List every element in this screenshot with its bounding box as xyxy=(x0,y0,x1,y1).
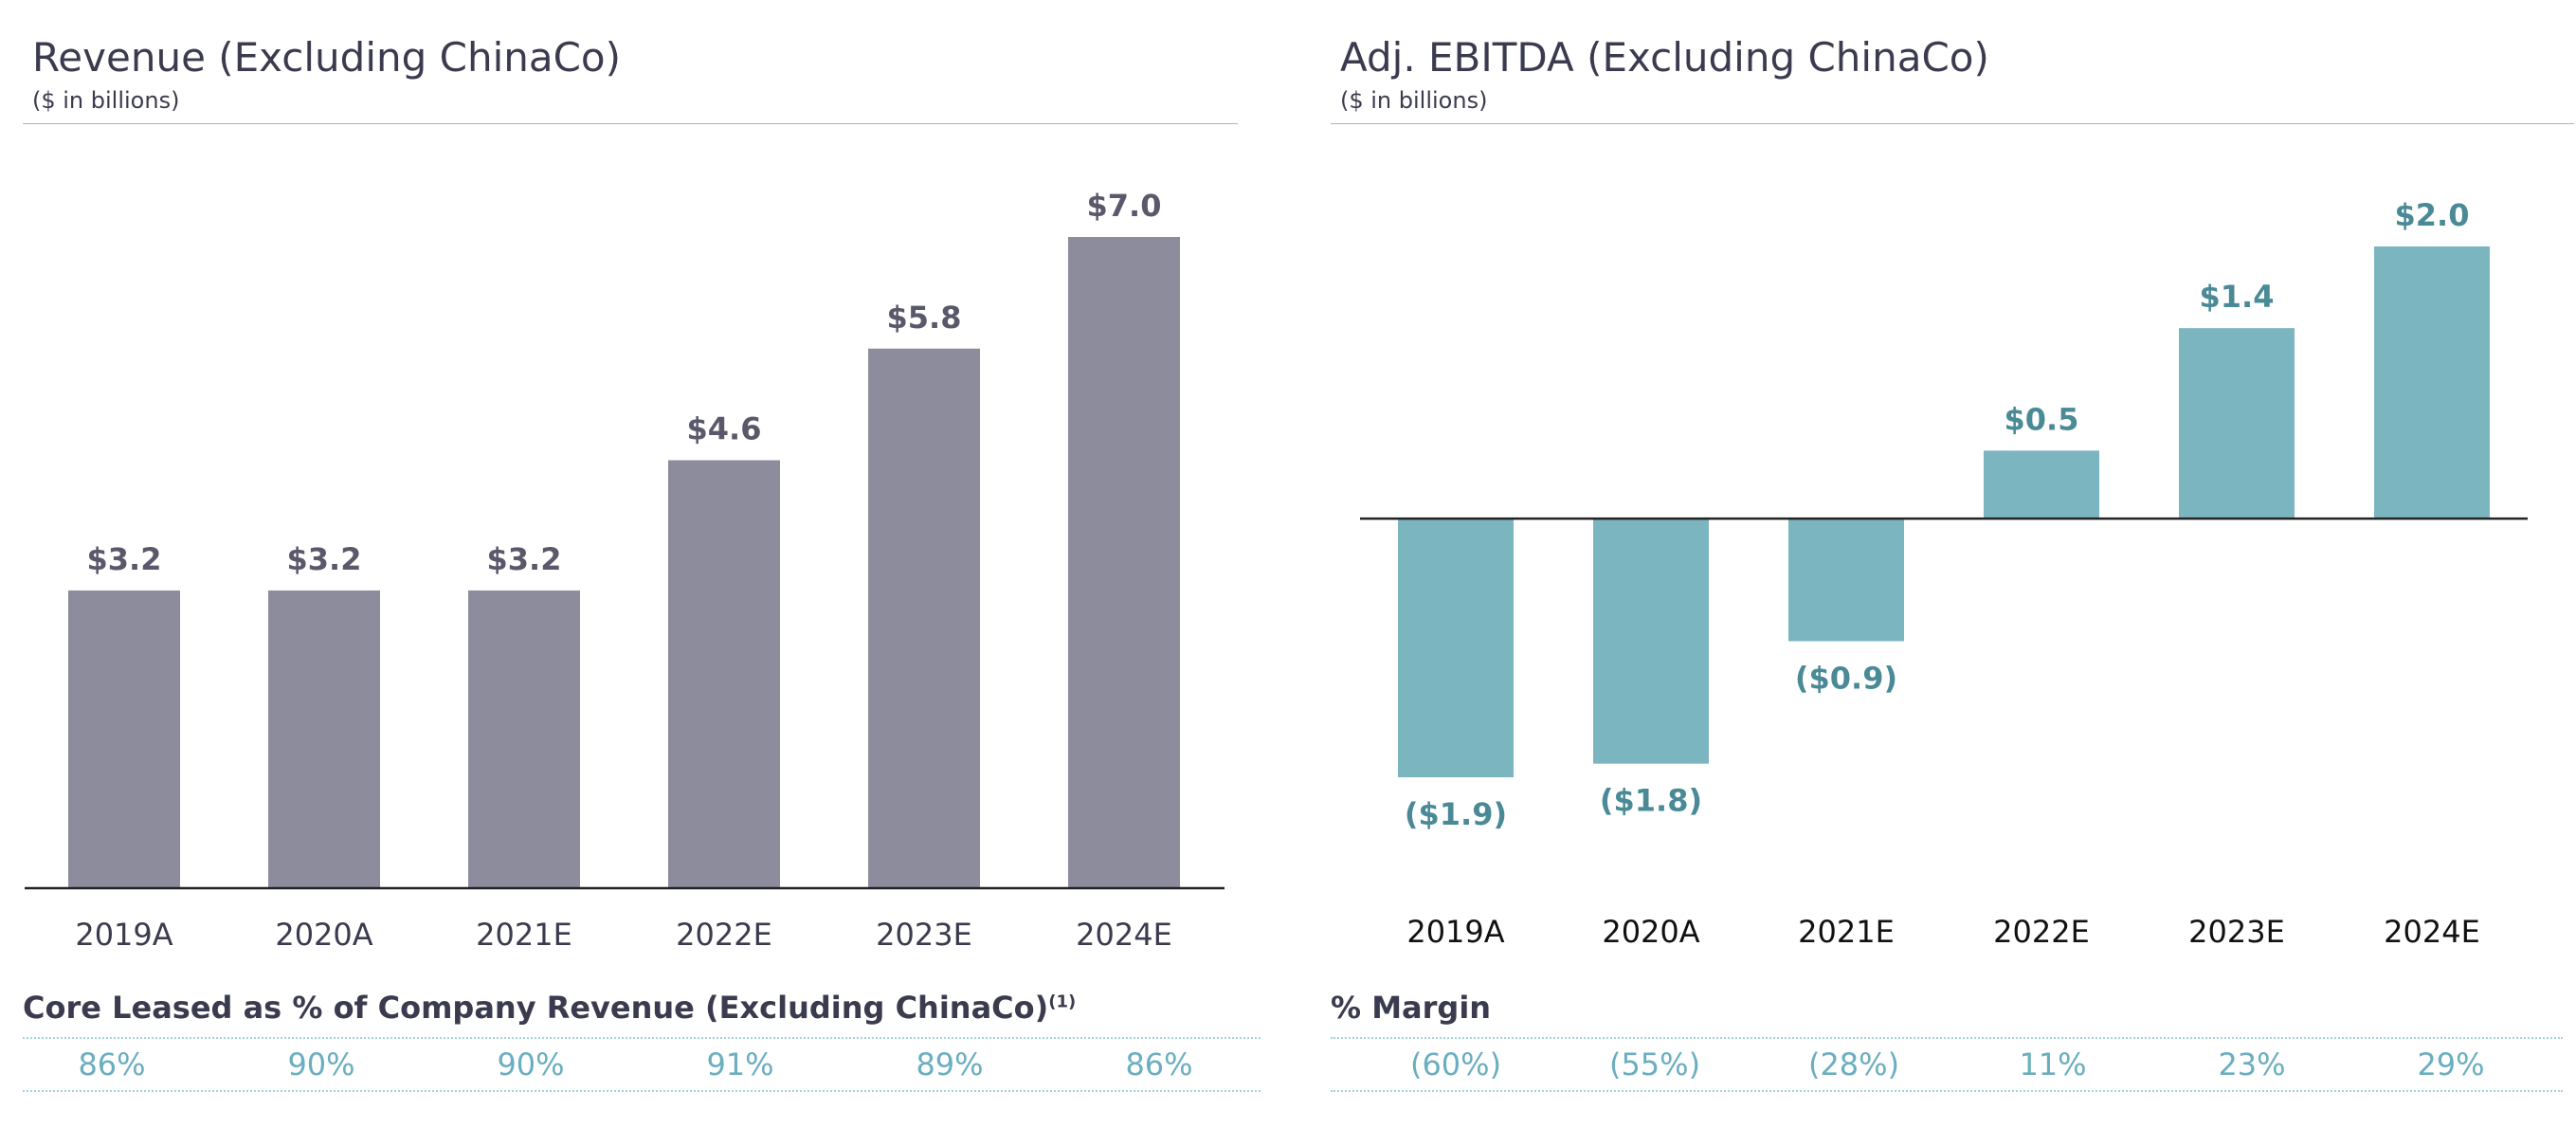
margin-values-row: (60%) (55%) (28%) 11% 23% 29% xyxy=(1308,1046,2576,1084)
bar-2024e xyxy=(2374,246,2490,519)
category-label-2022e: 2022E xyxy=(1993,914,2090,950)
revenue-chart-title: Revenue (Excluding ChinaCo) xyxy=(32,34,622,81)
metric-value-2020a: 90% xyxy=(287,1046,355,1083)
metric-value-2024e: 29% xyxy=(2417,1046,2485,1083)
data-label-2020a: ($1.8) xyxy=(1600,783,1702,819)
margin-label: % Margin xyxy=(1331,990,1492,1026)
ebitda-chart-subtitle: ($ in billions) xyxy=(1340,87,1488,114)
data-label-2023e: $1.4 xyxy=(2200,279,2275,315)
data-label-2022e: $4.6 xyxy=(687,411,762,447)
metric-value-2019a: 86% xyxy=(78,1046,146,1083)
category-label-2021e: 2021E xyxy=(476,917,572,953)
bar-2019a xyxy=(68,590,180,888)
metric-value-2021e: 90% xyxy=(497,1046,565,1083)
revenue-bar-chart: $3.2 2019A $3.2 2020A $3.2 2021E $4.6 2022E $5.8… xyxy=(25,188,1225,953)
bar-2020a xyxy=(268,590,380,888)
category-label-2020a: 2020A xyxy=(275,917,372,953)
core-leased-label-text: Core Leased as % of Company Revenue (Exc… xyxy=(23,990,1049,1026)
metric-value-2020a: (55%) xyxy=(1608,1046,1701,1083)
bar-2021e xyxy=(468,590,580,888)
category-label-2023e: 2023E xyxy=(876,917,972,953)
data-label-2021e: $3.2 xyxy=(487,541,562,577)
metric-value-2019a: (60%) xyxy=(1409,1046,1502,1083)
bar-2020a xyxy=(1593,519,1709,764)
ebitda-bar-chart: ($1.9) 2019A ($1.8) 2020A ($0.9) 2021E $0.5 202… xyxy=(1360,197,2528,950)
core-leased-label: Core Leased as % of Company Revenue (Exc… xyxy=(23,990,1076,1026)
bar-2021e xyxy=(1788,519,1904,642)
revenue-panel: Revenue (Excluding ChinaCo) ($ in billio… xyxy=(0,34,1288,1092)
category-label-2019a: 2019A xyxy=(75,917,172,953)
metric-value-2021e: (28%) xyxy=(1807,1046,1900,1083)
bar-2024e xyxy=(1068,237,1180,888)
data-label-2022e: $0.5 xyxy=(2005,401,2079,437)
metric-value-2022e: 91% xyxy=(706,1046,774,1083)
bar-2023e xyxy=(2179,328,2295,519)
category-label-2022e: 2022E xyxy=(676,917,772,953)
margin-top-rule xyxy=(1331,1037,2563,1039)
bar-2023e xyxy=(868,348,980,888)
ebitda-header-divider xyxy=(1331,123,2574,124)
core-leased-footnote: (1) xyxy=(1048,992,1077,1012)
metric-value-2024e: 86% xyxy=(1125,1046,1193,1083)
data-label-2021e: ($0.9) xyxy=(1795,660,1897,696)
core-leased-values-row: 86% 90% 90% 91% 89% 86% xyxy=(0,1046,1288,1084)
category-label-2024e: 2024E xyxy=(1076,917,1172,953)
category-label-2020a: 2020A xyxy=(1602,914,1699,950)
core-leased-top-rule xyxy=(23,1037,1261,1039)
ebitda-panel: Adj. EBITDA (Excluding ChinaCo) ($ in bi… xyxy=(1308,0,2576,1128)
bar-2019a xyxy=(1398,519,1514,777)
bar-2022e xyxy=(668,460,780,888)
data-label-2023e: $5.8 xyxy=(887,300,962,336)
metric-value-2023e: 89% xyxy=(916,1046,984,1083)
category-label-2024e: 2024E xyxy=(2384,914,2480,950)
metric-value-2022e: 11% xyxy=(2019,1046,2087,1083)
data-label-2024e: $2.0 xyxy=(2395,197,2470,233)
ebitda-chart-title: Adj. EBITDA (Excluding ChinaCo) xyxy=(1340,34,1989,81)
data-label-2019a: ($1.9) xyxy=(1405,796,1507,832)
metric-value-2023e: 23% xyxy=(2218,1046,2286,1083)
category-label-2021e: 2021E xyxy=(1798,914,1895,950)
bar-2022e xyxy=(1984,450,2099,519)
category-label-2019a: 2019A xyxy=(1406,914,1504,950)
data-label-2020a: $3.2 xyxy=(287,541,362,577)
revenue-chart-subtitle: ($ in billions) xyxy=(32,87,180,114)
data-label-2024e: $7.0 xyxy=(1087,188,1162,224)
category-label-2023e: 2023E xyxy=(2188,914,2285,950)
revenue-header-divider xyxy=(23,123,1238,124)
core-leased-bottom-rule xyxy=(23,1090,1261,1092)
margin-bottom-rule xyxy=(1331,1090,2563,1092)
data-label-2019a: $3.2 xyxy=(87,541,162,577)
